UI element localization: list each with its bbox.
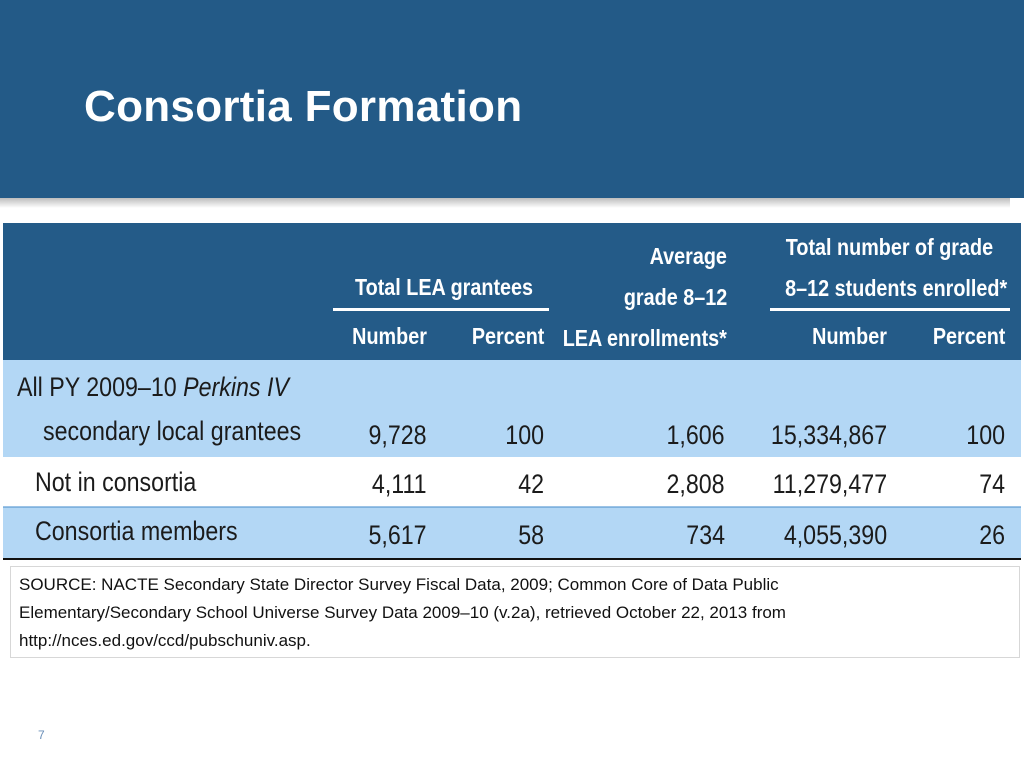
header-average-line1: Average bbox=[649, 243, 727, 269]
table-header: Total LEA grantees Average grade 8–12 LE… bbox=[3, 223, 1021, 360]
table-row: All PY 2009–10 Perkins IV secondary loca… bbox=[3, 360, 1021, 457]
row-label: Not in consortia bbox=[35, 467, 197, 497]
source-line-3: http://nces.ed.gov/ccd/pubschuniv.asp. bbox=[19, 631, 311, 650]
students-number-cell: 4,055,390 bbox=[783, 520, 887, 550]
header-lea-percent: Percent bbox=[471, 323, 544, 349]
lea-number-cell: 4,111 bbox=[372, 469, 427, 499]
lea-percent-cell: 58 bbox=[518, 520, 544, 550]
header-total-students-line1: Total number of grade bbox=[785, 234, 993, 260]
header-students-number: Number bbox=[812, 323, 887, 349]
lea-number-cell: 9,728 bbox=[368, 420, 427, 450]
avg-enrollment-cell: 734 bbox=[686, 520, 725, 550]
header-rule-students bbox=[770, 308, 1010, 311]
avg-enrollment-cell: 1,606 bbox=[666, 420, 725, 450]
row-label: Consortia members bbox=[35, 516, 238, 546]
title-shadow bbox=[0, 198, 1010, 208]
header-rule-lea bbox=[333, 308, 549, 311]
row-label-line1: All PY 2009–10 Perkins IV bbox=[17, 372, 289, 402]
students-percent-cell: 100 bbox=[966, 420, 1005, 450]
row-label-line2: secondary local grantees bbox=[43, 416, 302, 446]
header-students-percent: Percent bbox=[932, 323, 1005, 349]
title-bar bbox=[0, 0, 1024, 198]
table-row: Consortia members 5,617 58 734 4,055,390… bbox=[3, 507, 1021, 560]
source-line-1: SOURCE: NACTE Secondary State Director S… bbox=[19, 575, 779, 594]
consortia-table: Total LEA grantees Average grade 8–12 LE… bbox=[3, 223, 1021, 560]
students-number-cell: 11,279,477 bbox=[772, 469, 887, 499]
table-row: Not in consortia 4,111 42 2,808 11,279,4… bbox=[3, 457, 1021, 507]
header-total-lea-grantees: Total LEA grantees bbox=[355, 274, 534, 300]
slide-title: Consortia Formation bbox=[84, 82, 523, 131]
header-average-line3: LEA enrollments* bbox=[562, 325, 727, 351]
source-note: SOURCE: NACTE Secondary State Director S… bbox=[10, 566, 1020, 658]
header-lea-number: Number bbox=[352, 323, 427, 349]
students-number-cell: 15,334,867 bbox=[770, 420, 887, 450]
lea-percent-cell: 42 bbox=[518, 469, 544, 499]
lea-percent-cell: 100 bbox=[505, 420, 544, 450]
avg-enrollment-cell: 2,808 bbox=[666, 469, 725, 499]
source-line-2: Elementary/Secondary School Universe Sur… bbox=[19, 603, 786, 622]
students-percent-cell: 74 bbox=[979, 469, 1005, 499]
page-number: 7 bbox=[38, 728, 45, 742]
lea-number-cell: 5,617 bbox=[368, 520, 427, 550]
header-average-line2: grade 8–12 bbox=[623, 284, 727, 310]
students-percent-cell: 26 bbox=[979, 520, 1005, 550]
header-total-students-line2: 8–12 students enrolled* bbox=[784, 275, 1007, 301]
